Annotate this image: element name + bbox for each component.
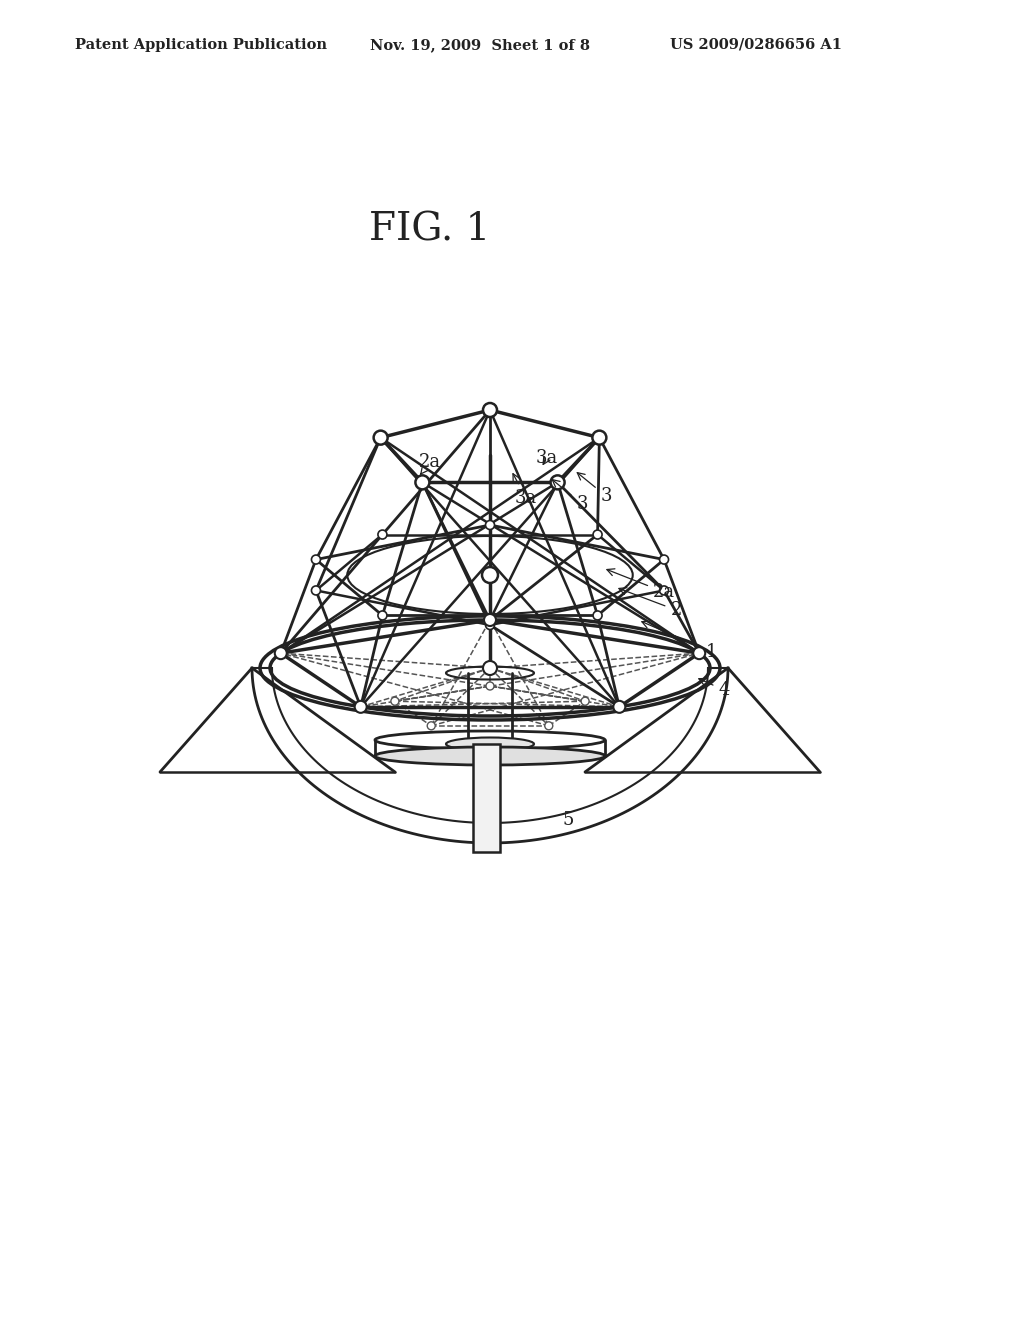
Circle shape bbox=[485, 520, 495, 529]
Text: 2a: 2a bbox=[419, 453, 441, 474]
Circle shape bbox=[581, 697, 589, 705]
Text: 3a: 3a bbox=[513, 474, 538, 507]
Circle shape bbox=[378, 611, 387, 620]
Text: Nov. 19, 2009  Sheet 1 of 8: Nov. 19, 2009 Sheet 1 of 8 bbox=[370, 38, 590, 51]
Text: 3: 3 bbox=[578, 473, 611, 506]
Circle shape bbox=[274, 647, 287, 659]
Text: 2: 2 bbox=[618, 587, 682, 619]
Circle shape bbox=[693, 647, 706, 659]
Circle shape bbox=[354, 701, 367, 713]
Text: 1: 1 bbox=[642, 622, 718, 661]
Circle shape bbox=[391, 697, 399, 705]
Circle shape bbox=[427, 722, 435, 730]
Circle shape bbox=[485, 620, 495, 630]
Circle shape bbox=[551, 475, 564, 490]
Circle shape bbox=[545, 722, 553, 730]
Circle shape bbox=[374, 430, 388, 445]
Ellipse shape bbox=[446, 738, 534, 751]
Text: FIG. 1: FIG. 1 bbox=[370, 211, 490, 248]
Circle shape bbox=[311, 586, 321, 595]
Polygon shape bbox=[473, 744, 500, 851]
Circle shape bbox=[593, 531, 602, 539]
Circle shape bbox=[613, 701, 626, 713]
Circle shape bbox=[659, 554, 669, 564]
Text: Patent Application Publication: Patent Application Publication bbox=[75, 38, 327, 51]
Circle shape bbox=[482, 568, 498, 583]
Circle shape bbox=[659, 586, 669, 595]
Circle shape bbox=[483, 403, 497, 417]
Circle shape bbox=[593, 611, 602, 620]
Circle shape bbox=[592, 430, 606, 445]
Text: US 2009/0286656 A1: US 2009/0286656 A1 bbox=[670, 38, 842, 51]
Circle shape bbox=[486, 682, 494, 690]
Text: 2a: 2a bbox=[607, 569, 675, 601]
Circle shape bbox=[311, 554, 321, 564]
Text: 5: 5 bbox=[562, 810, 573, 829]
Ellipse shape bbox=[375, 747, 605, 766]
Text: 3: 3 bbox=[552, 479, 588, 513]
Text: 3a: 3a bbox=[536, 449, 558, 467]
Text: 4: 4 bbox=[698, 678, 730, 700]
Circle shape bbox=[378, 531, 387, 539]
Circle shape bbox=[484, 614, 496, 626]
Circle shape bbox=[416, 475, 429, 490]
Circle shape bbox=[483, 661, 497, 675]
